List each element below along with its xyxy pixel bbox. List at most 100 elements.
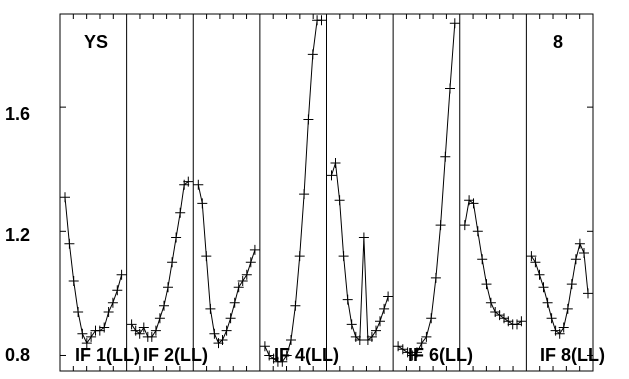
series-line-4 [264, 19, 322, 363]
data-point [138, 322, 149, 333]
data-point [233, 282, 244, 293]
data-point [146, 331, 157, 342]
data-point [440, 151, 451, 162]
data-point [86, 331, 97, 342]
data-point [134, 328, 145, 339]
data-point [542, 297, 553, 308]
data-point [167, 257, 178, 268]
data-point [459, 220, 470, 231]
data-point [290, 300, 301, 311]
data-point [103, 307, 114, 317]
data-point [574, 238, 585, 249]
data-point [183, 176, 194, 187]
data-point [383, 291, 394, 302]
data-point [316, 15, 327, 26]
panel-dividers [126, 14, 527, 371]
data-point [526, 251, 537, 262]
data-point [107, 297, 118, 308]
series-line-3 [197, 184, 256, 344]
data-point [430, 272, 441, 283]
data-point [558, 322, 569, 333]
data-point [412, 347, 422, 358]
data-point [154, 313, 165, 324]
data-point [150, 325, 161, 336]
data-point [468, 198, 479, 209]
data-point [421, 331, 432, 342]
data-point [579, 248, 589, 258]
data-point [445, 83, 455, 94]
panel-label-6: IF 6(LL) [408, 345, 473, 365]
data-point [303, 114, 314, 125]
data-point [112, 285, 123, 296]
y-tick-label-2: 1.6 [5, 104, 30, 124]
series-line-5 [331, 162, 389, 341]
data-point [205, 303, 216, 314]
data-point [358, 232, 369, 243]
data-point [60, 192, 70, 203]
data-point [225, 313, 236, 324]
data-point [485, 297, 496, 308]
data-point [570, 254, 581, 265]
data-point [566, 279, 577, 290]
data-point [472, 226, 483, 237]
data-point [379, 303, 390, 314]
data-point [171, 232, 182, 243]
data-point [73, 307, 84, 317]
data-point [338, 251, 349, 262]
data-point [159, 300, 169, 311]
data-point [77, 328, 88, 339]
data-point [435, 220, 446, 231]
data-point [546, 313, 557, 324]
data-point [221, 325, 232, 336]
data-point [416, 338, 427, 349]
data-point [375, 316, 385, 327]
series-line-8 [530, 242, 589, 335]
panel-label-8: IF 8(LL) [540, 345, 605, 365]
data-point [426, 313, 437, 324]
data-point [209, 328, 220, 339]
data-point [245, 257, 256, 268]
data-point [554, 328, 565, 339]
data-point [197, 198, 208, 209]
data-point [99, 322, 110, 333]
y-tick-label-0: 0.8 [5, 345, 30, 365]
data-point [259, 341, 270, 352]
series-line-1 [64, 197, 123, 345]
data-point [286, 335, 296, 345]
panel-label-4: IF 4(LL) [274, 345, 339, 365]
data-point [371, 325, 381, 336]
data-point [481, 279, 492, 290]
data-point [64, 238, 75, 249]
data-point [326, 170, 337, 181]
data-point [583, 288, 593, 299]
data-point [81, 338, 92, 349]
panel-label-1: IF 1(LL) [75, 345, 140, 365]
data-point [163, 282, 173, 293]
data-point [175, 207, 186, 218]
data-point [346, 319, 357, 330]
data-point [562, 303, 573, 314]
data-point [126, 319, 137, 330]
data-point [249, 244, 260, 255]
data-point [217, 335, 228, 345]
corner-label-right: 8 [553, 32, 563, 52]
data-point [299, 189, 310, 200]
data-point [334, 195, 345, 206]
data-point [477, 254, 488, 265]
data-point [449, 18, 460, 29]
series-line-7 [464, 199, 522, 325]
data-point [534, 269, 545, 280]
data-point [342, 294, 353, 305]
corner-label-left: YS [84, 32, 108, 52]
axis-ticks [60, 14, 593, 371]
data-point [281, 350, 292, 361]
series-line-6 [397, 23, 456, 357]
data-point [307, 49, 318, 60]
data-point [366, 331, 377, 342]
labels-group: YS 8 0.8 1.2 1.6 IF 1(LL) IF 2(LL) IF 4(… [5, 32, 605, 365]
data-point [229, 297, 240, 308]
panel-label-2: IF 2(LL) [143, 345, 208, 365]
data-point [201, 251, 212, 262]
series-group [60, 15, 593, 367]
